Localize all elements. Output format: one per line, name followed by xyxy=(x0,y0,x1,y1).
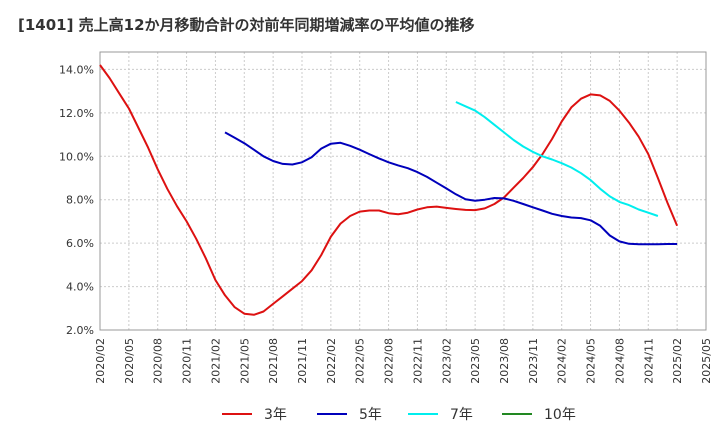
x-tick-label: 2020/05 xyxy=(123,338,136,384)
x-tick-label: 2021/05 xyxy=(238,338,251,384)
legend-label: 3年 xyxy=(264,407,287,423)
x-tick-label: 2022/11 xyxy=(411,338,424,384)
y-tick-label: 12.0% xyxy=(59,107,94,120)
x-tick-label: 2020/02 xyxy=(94,338,107,384)
y-tick-label: 10.0% xyxy=(59,150,94,163)
x-tick-label: 2024/05 xyxy=(585,338,598,384)
x-tick-label: 2020/11 xyxy=(181,338,194,384)
y-tick-label: 6.0% xyxy=(66,237,94,250)
x-tick-label: 2025/02 xyxy=(671,338,684,384)
x-tick-label: 2024/11 xyxy=(642,338,655,384)
series-line xyxy=(224,131,678,246)
x-tick-label: 2020/08 xyxy=(152,338,165,384)
x-tick-label: 2023/02 xyxy=(440,338,453,384)
plot-frame xyxy=(99,51,707,331)
x-tick-label: 2024/02 xyxy=(556,338,569,384)
x-tick-label: 2023/05 xyxy=(469,338,482,384)
y-tick-label: 14.0% xyxy=(59,63,94,76)
x-tick-label: 2022/08 xyxy=(383,338,396,384)
legend-label: 5年 xyxy=(359,407,382,423)
y-tick-label: 4.0% xyxy=(66,281,94,294)
x-tick-label: 2023/08 xyxy=(498,338,511,384)
y-tick-label: 8.0% xyxy=(66,194,94,207)
x-tick-label: 2022/05 xyxy=(354,338,367,384)
x-tick-label: 2021/02 xyxy=(209,338,222,384)
y-tick-label: 2.0% xyxy=(66,324,94,337)
series-line xyxy=(99,64,679,316)
x-tick-label: 2022/02 xyxy=(325,338,338,384)
series-line xyxy=(455,101,659,217)
x-tick-label: 2021/11 xyxy=(296,338,309,384)
x-tick-label: 2021/08 xyxy=(267,338,280,384)
x-tick-label: 2023/11 xyxy=(527,338,540,384)
legend-label: 10年 xyxy=(544,407,576,423)
x-tick-label: 2025/05 xyxy=(700,338,713,384)
legend-label: 7年 xyxy=(450,407,473,423)
chart-title: [1401] 売上高12か月移動合計の対前年同期増減率の平均値の推移 xyxy=(18,16,475,34)
x-tick-label: 2024/08 xyxy=(613,338,626,384)
